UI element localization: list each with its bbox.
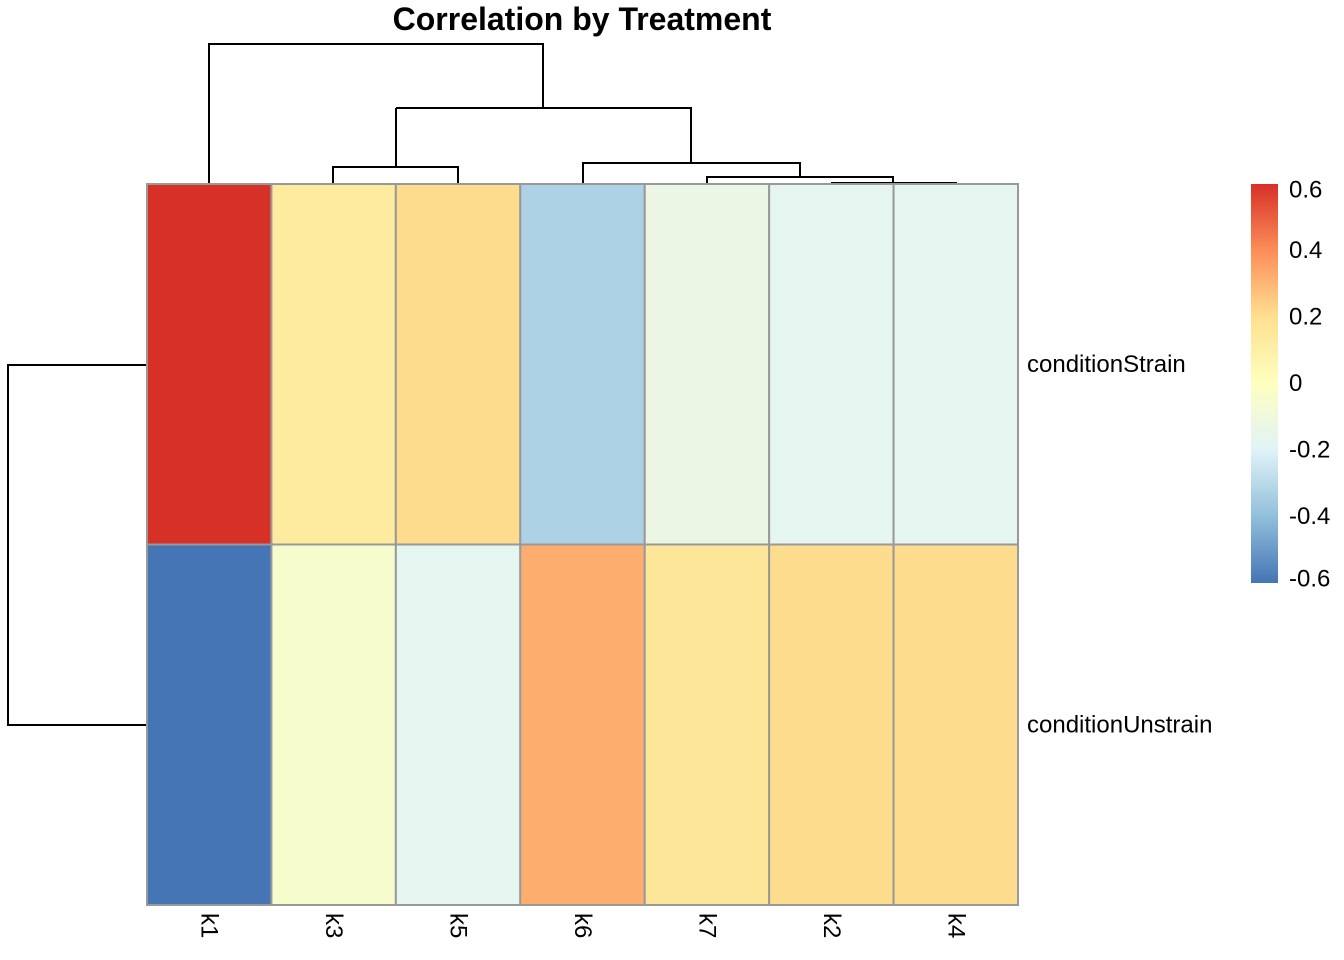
heatmap-cell [270, 183, 397, 546]
column-label: k4 [942, 913, 969, 938]
heatmap-cell [394, 183, 522, 546]
heatmap-cell [892, 183, 1019, 546]
heatmap-cell [146, 183, 273, 546]
column-dendrogram-branch [332, 166, 459, 184]
column-label: k1 [196, 913, 223, 938]
column-label: k2 [818, 913, 845, 938]
color-legend-ticks: 0.6 0.4 0.2 0 -0.2 -0.4 -0.6 [1289, 177, 1330, 593]
color-legend-tick-label: -0.2 [1289, 437, 1330, 464]
column-label: k5 [445, 913, 472, 938]
heatmap-cell [519, 543, 646, 906]
heatmap-cell [394, 543, 522, 906]
heatmap-cell [768, 183, 895, 546]
column-dendrogram-branch [582, 162, 801, 184]
row-label: conditionUnstrain [1027, 711, 1212, 738]
heatmap-cell [892, 543, 1019, 906]
column-label: k3 [320, 913, 347, 938]
heatmap-cell [643, 183, 771, 546]
color-legend-tick-label: -0.6 [1289, 566, 1330, 593]
heatmap-cell [146, 543, 273, 906]
row-dendrogram [7, 364, 147, 726]
heatmap-cells [146, 183, 1019, 906]
row-labels: conditionStrain conditionUnstrain [1027, 351, 1212, 739]
column-labels: k1 k3 k5 k6 k7 k2 k4 [196, 913, 970, 938]
color-legend-tick-label: 0.4 [1289, 237, 1322, 264]
row-dendrogram-branch [7, 364, 147, 726]
chart-title: Correlation by Treatment [393, 1, 772, 37]
color-legend-tick-label: -0.4 [1289, 503, 1330, 530]
column-dendrogram [208, 43, 957, 184]
color-legend: 0.6 0.4 0.2 0 -0.2 -0.4 -0.6 [1251, 177, 1330, 593]
color-legend-tick-label: 0.6 [1289, 177, 1322, 204]
column-dendrogram-branch [396, 107, 692, 163]
heatmap-cell [768, 543, 895, 906]
heatmap-cell [270, 543, 397, 906]
column-label: k7 [693, 913, 720, 938]
color-legend-tick-label: 0 [1289, 370, 1302, 397]
heatmap-cell [519, 183, 646, 546]
column-dendrogram-branch [706, 176, 894, 184]
color-legend-bar [1251, 184, 1278, 583]
column-dendrogram-branch [208, 43, 544, 184]
color-legend-tick-label: 0.2 [1289, 304, 1322, 331]
column-label: k6 [569, 913, 596, 938]
row-label: conditionStrain [1027, 351, 1186, 378]
heatmap-cell [643, 543, 771, 906]
